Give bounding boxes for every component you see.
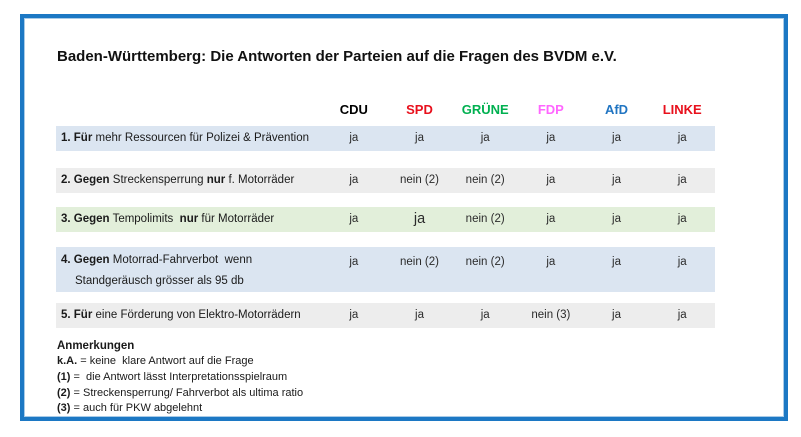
note-2: (2) = Streckensperrung/ Fahrverbot als u… [57,386,303,402]
question-3-emphasis: nur [179,213,199,225]
question-2-tail: f. Motorräder [225,174,295,186]
page-title: Baden-Württemberg: Die Antworten der Par… [57,48,617,65]
note-ka-key: k.A. [57,355,78,367]
answer-cell: ja [612,256,621,268]
answers-row-5: ja ja ja nein (3) ja ja [321,303,715,328]
answer-cell: ja [546,174,556,186]
party-header-afd: AfD [604,102,629,117]
answer-cell: nein (3) [531,309,571,321]
answer-cell: ja [546,213,556,225]
note-ka: k.A. = keine klare Antwort auf die Frage [57,354,303,370]
note-3-text: = auch für PKW abgelehnt [70,402,203,415]
answer-cell: ja [415,309,424,321]
answer-cell: ja [480,132,490,144]
notes-section: Anmerkungen k.A. = keine klare Antwort a… [57,338,303,417]
party-header-cdu: CDU [339,102,368,117]
answers-row-2: ja nein (2) nein (2) ja ja ja [321,168,715,193]
question-3-tail: für Motorräder [198,213,275,225]
note-2-key: (2) [57,386,71,399]
note-1-key: (1) [57,370,71,383]
answer-cell: ja [677,256,687,268]
party-header-spd: SPD [406,102,433,117]
question-text-4: 4. Gegen Motorrad-Fahrverbot wenn Standg… [61,247,252,292]
answer-cell: ja [612,213,621,225]
question-4-lead: 4. Gegen [61,254,110,266]
table-header-row: CDU SPD GRÜNE FDP AfD LINKE [56,102,715,122]
question-text-5: 5. Für eine Förderung von Elektro-Motorr… [61,303,301,328]
table-row-1: 1. Für mehr Ressourcen für Polizei & Prä… [56,126,715,151]
note-ka-text: = keine klare Antwort auf die Frage [77,355,254,367]
party-header-cells: CDU SPD GRÜNE FDP AfD LINKE [321,102,715,117]
question-2-body: Streckensperrung [109,174,207,186]
table-row-5: 5. Für eine Förderung von Elektro-Motorr… [56,303,715,328]
answer-cell: nein (2) [400,256,439,268]
answer-cell: ja [349,309,359,321]
note-2-text: = Streckensperrung/ Fahrverbot als ultim… [70,386,304,399]
question-text-3: 3. Gegen Tempolimits nur für Motorräder [61,207,274,232]
question-1-lead: 1. Für [61,132,93,144]
answer-cell: ja [677,213,687,225]
document-frame: Baden-Württemberg: Die Antworten der Par… [20,14,788,421]
question-text-1: 1. Für mehr Ressourcen für Polizei & Prä… [61,126,309,151]
question-text-2: 2. Gegen Streckensperrung nur f. Motorrä… [61,168,294,193]
party-header-gruene: GRÜNE [461,102,509,117]
answer-cell: ja [612,132,621,144]
answer-cell: nein (2) [465,256,505,268]
answers-row-4: ja nein (2) nein (2) ja ja ja [321,247,715,278]
question-1-body: mehr Ressourcen für Polizei & Prävention [92,132,310,144]
table-row-4: 4. Gegen Motorrad-Fahrverbot wenn Standg… [56,247,715,292]
answer-cell: ja [349,174,359,186]
answers-row-3: ja ja nein (2) ja ja ja [321,207,715,232]
answer-cell: nein (2) [465,174,505,186]
answer-cell: ja [349,132,359,144]
note-1-text: = die Antwort lässt Interpretationsspiel… [70,370,288,383]
answer-cell: nein (2) [400,174,439,186]
answer-cell: ja [480,309,490,321]
question-5-body: eine Förderung von Elektro-Motorrädern [92,309,301,321]
answer-cell: ja [677,309,687,321]
answer-cell: ja [546,132,556,144]
answer-cell: ja [349,256,359,268]
question-5-lead: 5. Für [61,309,93,321]
answer-cell: ja [677,132,687,144]
note-1: (1) = die Antwort lässt Interpretationss… [57,370,303,386]
answer-cell: ja [415,132,424,144]
table-row-2: 2. Gegen Streckensperrung nur f. Motorrä… [56,168,715,193]
question-3-body: Tempolimits [109,213,180,225]
answers-row-1: ja ja ja ja ja ja [321,126,715,151]
notes-heading: Anmerkungen [57,340,135,352]
note-3: (3) = auch für PKW abgelehnt [57,401,303,417]
answer-cell: ja [677,174,687,186]
answer-cell: ja [612,309,621,321]
answer-cell: ja [612,174,621,186]
answer-cell: ja [349,213,359,225]
question-2-emphasis: nur [206,174,226,186]
party-header-fdp: FDP [537,102,564,117]
party-header-linke: LINKE [662,102,702,117]
answer-cell: nein (2) [465,213,505,225]
answer-cell: ja [413,211,426,227]
question-4-line2: Standgeräusch grösser als 95 db [75,275,244,287]
question-4-body: Motorrad-Fahrverbot wenn [109,254,253,266]
answer-cell: ja [546,256,556,268]
question-3-lead: 3. Gegen [61,213,110,225]
table-row-3: 3. Gegen Tempolimits nur für Motorräder … [56,207,715,232]
note-3-key: (3) [57,402,71,415]
question-2-lead: 2. Gegen [61,174,110,186]
